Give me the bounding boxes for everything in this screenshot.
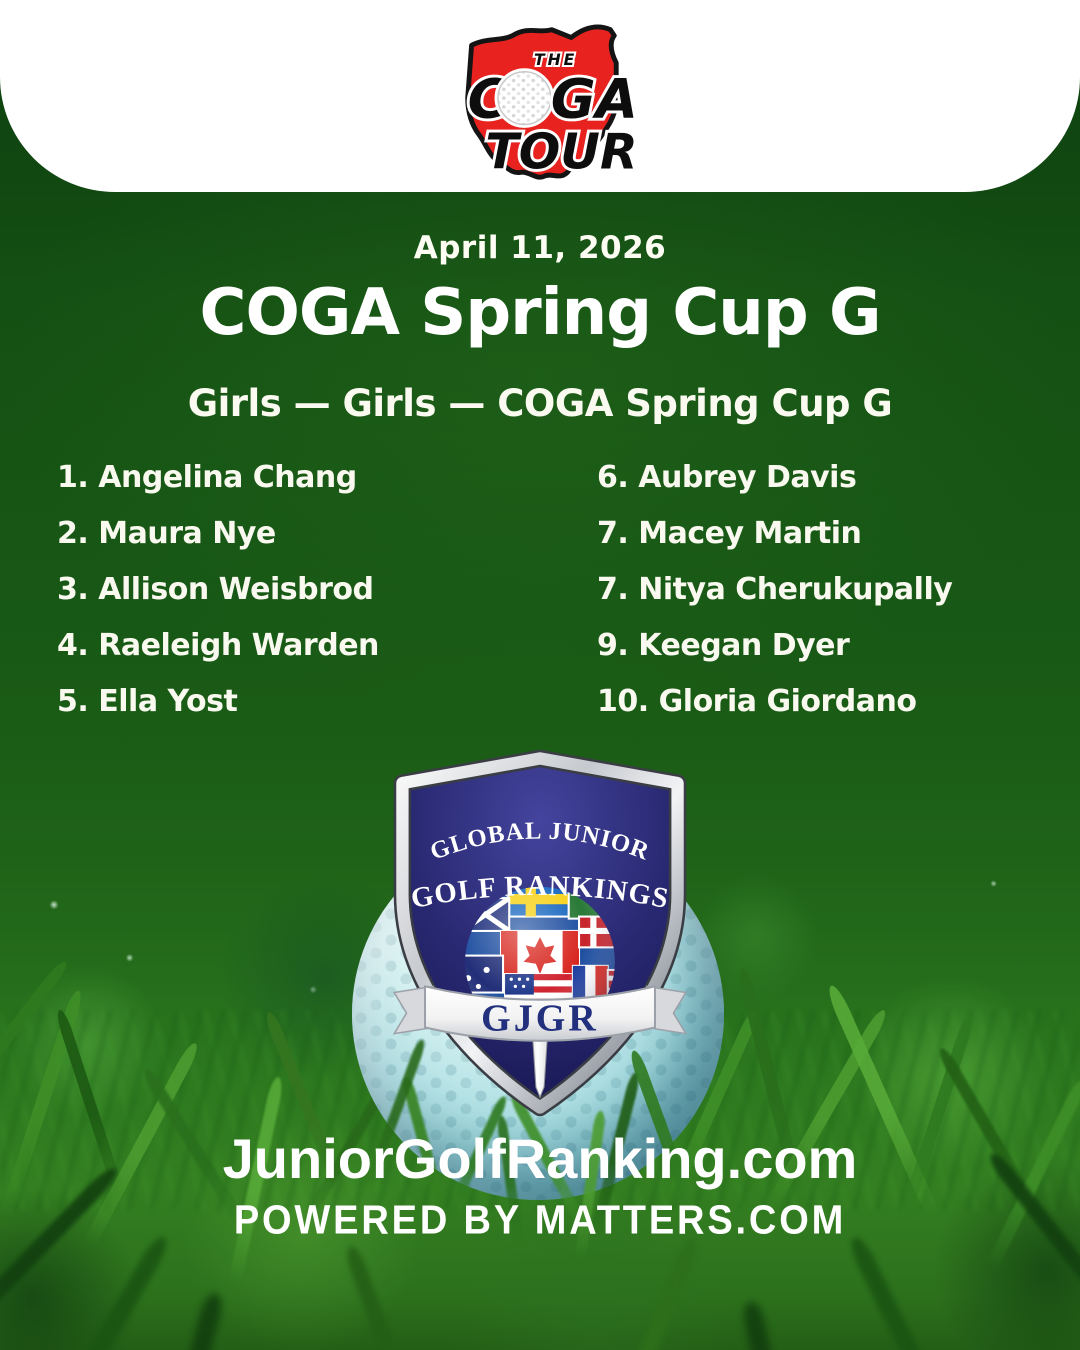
ranking-item: 10. Gloria Giordano <box>597 684 952 719</box>
player-name: Keegan Dyer <box>638 628 850 663</box>
event-date: April 11, 2026 <box>413 230 667 266</box>
event-title: COGA Spring Cup G <box>199 276 882 350</box>
player-name: Macey Martin <box>638 516 862 551</box>
player-name: Ella Yost <box>98 684 238 719</box>
rankings-right-column: 6. Aubrey Davis 7. Macey Martin 7. Nitya Ch… <box>597 460 953 740</box>
gjgr-badge: GLOBAL JUNIOR GOLF RANKINGS GJGR <box>392 749 688 1117</box>
footer-powered-by: POWERED BY MATTERS.COM <box>233 1197 847 1243</box>
rank-number: 9. <box>597 628 629 663</box>
golf-ball-o-icon <box>494 68 555 128</box>
player-name: Allison Weisbrod <box>98 572 374 607</box>
footer-website: JuniorGolfRanking.com <box>222 1127 858 1190</box>
logo-tour-text: TOUR <box>485 123 637 180</box>
ranking-item: 3. Allison Weisbrod <box>57 572 379 607</box>
logo-coga-ga-text: GA <box>551 67 638 131</box>
coga-tour-logo: THE C GA TOUR <box>465 24 638 183</box>
player-name: Maura Nye <box>98 516 276 551</box>
shield-frame <box>396 752 684 1114</box>
rank-number: 5. <box>57 684 89 719</box>
ranking-item: 6. Aubrey Davis <box>597 460 952 495</box>
ranking-item: 4. Raeleigh Warden <box>57 628 379 663</box>
banner-gjgr-text: GJGR <box>481 998 599 1040</box>
rank-number: 10. <box>597 684 649 719</box>
rank-number: 4. <box>57 628 89 663</box>
rank-number: 6. <box>597 460 629 495</box>
rankings-left-column: 1. Angelina Chang 2. Maura Nye 3. Allison W… <box>57 460 379 740</box>
ranking-item: 7. Macey Martin <box>597 516 952 551</box>
player-name: Raeleigh Warden <box>98 628 379 663</box>
rank-number: 7. <box>597 516 629 551</box>
player-name: Gloria Giordano <box>658 684 917 719</box>
rank-number: 2. <box>57 516 89 551</box>
ranking-item: 7. Nitya Cherukupally <box>597 572 953 607</box>
ranking-item: 1. Angelina Chang <box>57 460 379 495</box>
ranking-item: 5. Ella Yost <box>57 684 379 719</box>
ranking-item: 2. Maura Nye <box>57 516 379 551</box>
player-name: Nitya Cherukupally <box>638 572 953 607</box>
rank-number: 7. <box>597 572 629 607</box>
header-panel: THE C GA TOUR <box>0 0 1080 192</box>
gjgr-banner: GJGR <box>392 985 688 1042</box>
logo-the-text: THE <box>534 50 577 69</box>
rank-number: 1. <box>57 460 89 495</box>
event-subtitle: Girls — Girls — COGA Spring Cup G <box>187 382 893 425</box>
player-name: Aubrey Davis <box>638 460 857 495</box>
ranking-item: 9. Keegan Dyer <box>597 628 952 663</box>
rank-number: 3. <box>57 572 89 607</box>
player-name: Angelina Chang <box>98 460 357 495</box>
